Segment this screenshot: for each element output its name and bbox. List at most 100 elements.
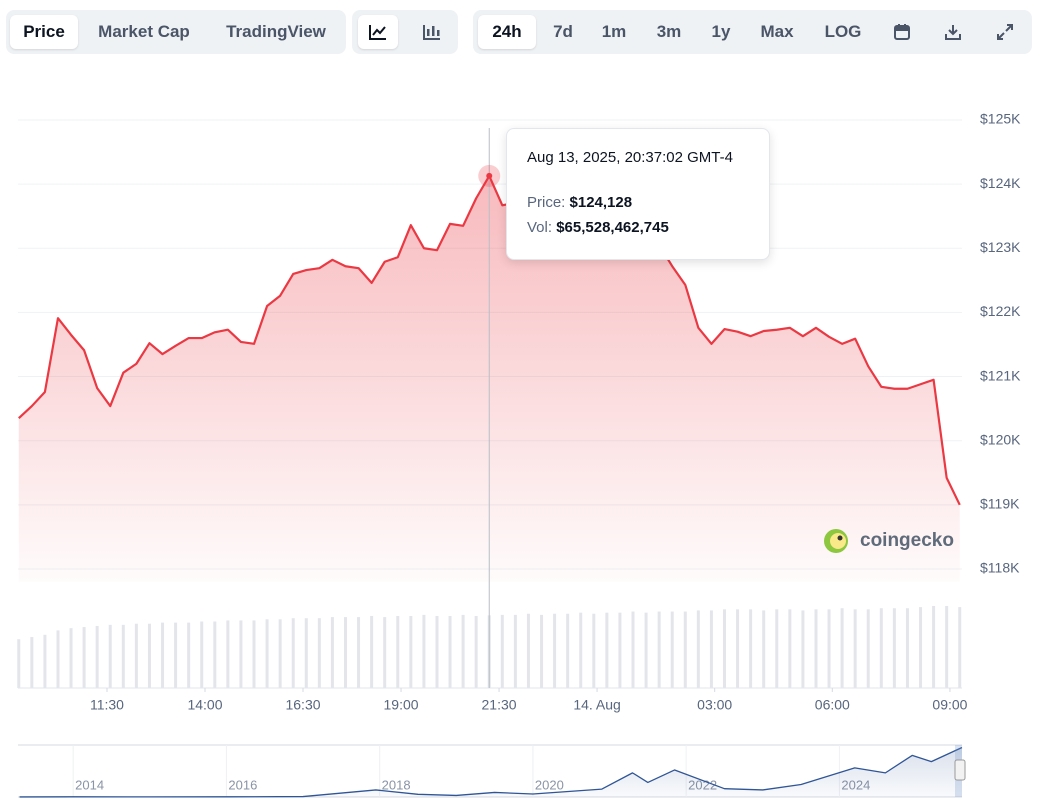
- x-tick-label: 14. Aug: [573, 697, 621, 713]
- x-tick-label: 19:00: [384, 697, 419, 713]
- volume-bar: [383, 617, 387, 688]
- volume-bar: [134, 623, 138, 688]
- volume-bar: [43, 634, 47, 688]
- volume-bar: [566, 613, 570, 688]
- volume-bar: [814, 609, 818, 688]
- price-line: [19, 746, 963, 798]
- volume-bar: [461, 614, 465, 688]
- range-button[interactable]: LOG: [824, 22, 862, 41]
- volume-bar: [343, 617, 347, 688]
- view-button[interactable]: Market Cap: [98, 22, 190, 41]
- icon: [945, 25, 961, 40]
- volume-bar: [330, 617, 334, 688]
- volume-bar: [827, 609, 831, 688]
- tooltip-volume-label: Vol:: [527, 219, 553, 236]
- volume-bar: [866, 609, 870, 688]
- icon: [997, 24, 1013, 40]
- y-tick-label: $121K: [980, 367, 1021, 383]
- volume-bar: [422, 614, 426, 688]
- calendar-icon[interactable]: [882, 15, 922, 49]
- candle-chart-icon[interactable]: [412, 15, 452, 49]
- volume-bar: [226, 620, 230, 688]
- y-tick-label: $125K: [980, 111, 1021, 127]
- tooltip-price-row: Price: $124,128: [527, 194, 632, 211]
- volume-bar: [919, 607, 923, 688]
- volume-bar: [147, 623, 151, 688]
- volume-bar: [722, 609, 726, 688]
- volume-bar: [749, 609, 753, 688]
- x-tick-label: 11:30: [90, 697, 124, 713]
- tooltip-price-label: Price:: [527, 194, 566, 211]
- view-button[interactable]: Price: [10, 15, 78, 49]
- volume-bar: [500, 614, 504, 688]
- navigator-tick-label: 2020: [535, 777, 564, 792]
- range-button[interactable]: Max: [760, 22, 794, 41]
- volume-bar: [213, 621, 217, 688]
- volume-bar: [252, 620, 256, 688]
- range-button[interactable]: 1m: [601, 22, 627, 41]
- range-button[interactable]: 3m: [656, 22, 682, 41]
- icon: [894, 24, 910, 40]
- navigator: 201420162018202020222024: [18, 744, 966, 798]
- x-tick-label: 09:00: [932, 697, 967, 713]
- x-tick-label: 14:00: [187, 697, 222, 713]
- watermark: coingecko: [824, 529, 954, 553]
- volume-bar: [304, 618, 308, 688]
- x-tick-label: 03:00: [697, 697, 732, 713]
- volume-bar: [121, 624, 125, 688]
- range-button[interactable]: 1y: [711, 22, 731, 41]
- y-tick-label: $119K: [980, 496, 1020, 512]
- volume-bar: [187, 622, 191, 688]
- icon: [423, 25, 440, 40]
- volume-bar: [174, 622, 178, 688]
- volume-bar: [82, 627, 86, 688]
- volume-bar: [592, 613, 596, 688]
- volume-bar: [239, 620, 243, 688]
- volume-bar: [200, 621, 204, 688]
- x-tick-label: 16:30: [285, 697, 320, 713]
- tooltip-date: Aug 13, 2025, 20:37:02 GMT-4: [527, 149, 733, 166]
- volume-bar: [775, 609, 779, 688]
- y-tick-label: $124K: [980, 175, 1021, 191]
- volume-bar: [95, 625, 99, 688]
- range-button[interactable]: 7d: [553, 22, 573, 41]
- line-chart-icon[interactable]: [358, 15, 398, 49]
- volume-bar: [370, 615, 374, 688]
- volume-bar: [945, 606, 949, 688]
- y-tick-label: $120K: [980, 431, 1021, 447]
- volume-bar: [540, 614, 544, 688]
- icon: [369, 25, 386, 40]
- volume-bar: [618, 612, 622, 688]
- volume-bar: [853, 609, 857, 688]
- volume-bar: [291, 618, 295, 688]
- volume-bar: [932, 606, 936, 688]
- volume-bar: [696, 610, 700, 688]
- volume-bar: [17, 639, 21, 688]
- volume-bar: [69, 628, 73, 688]
- area: [19, 747, 962, 797]
- volume-bar: [788, 609, 792, 688]
- volume-bar: [644, 612, 648, 688]
- volume-bar: [892, 608, 896, 688]
- tooltip: Aug 13, 2025, 20:37:02 GMT-4 Price: $124…: [506, 128, 770, 260]
- volume-bar: [396, 615, 400, 688]
- x-tick-label: 21:30: [482, 697, 517, 713]
- y-tick-label: $118K: [980, 560, 1020, 576]
- watermark-text: coingecko: [860, 530, 954, 551]
- volume-bar: [553, 613, 557, 688]
- volume-bar: [108, 624, 112, 688]
- navigator-tick-label: 2018: [382, 777, 411, 792]
- y-tick-label: $123K: [980, 239, 1021, 255]
- fullscreen-icon[interactable]: [985, 15, 1025, 49]
- volume-bar: [762, 610, 766, 688]
- volume-bar: [905, 608, 909, 688]
- volume-bar: [579, 612, 583, 688]
- volume-bar: [958, 607, 962, 688]
- range-button[interactable]: 24h: [478, 15, 536, 49]
- view-button[interactable]: TradingView: [226, 22, 326, 41]
- download-icon[interactable]: [933, 15, 973, 49]
- navigator-handle: [954, 759, 966, 781]
- main-plot: $118K $119K $120K $121K $122K $123K $124K $125K…: [17, 111, 1021, 713]
